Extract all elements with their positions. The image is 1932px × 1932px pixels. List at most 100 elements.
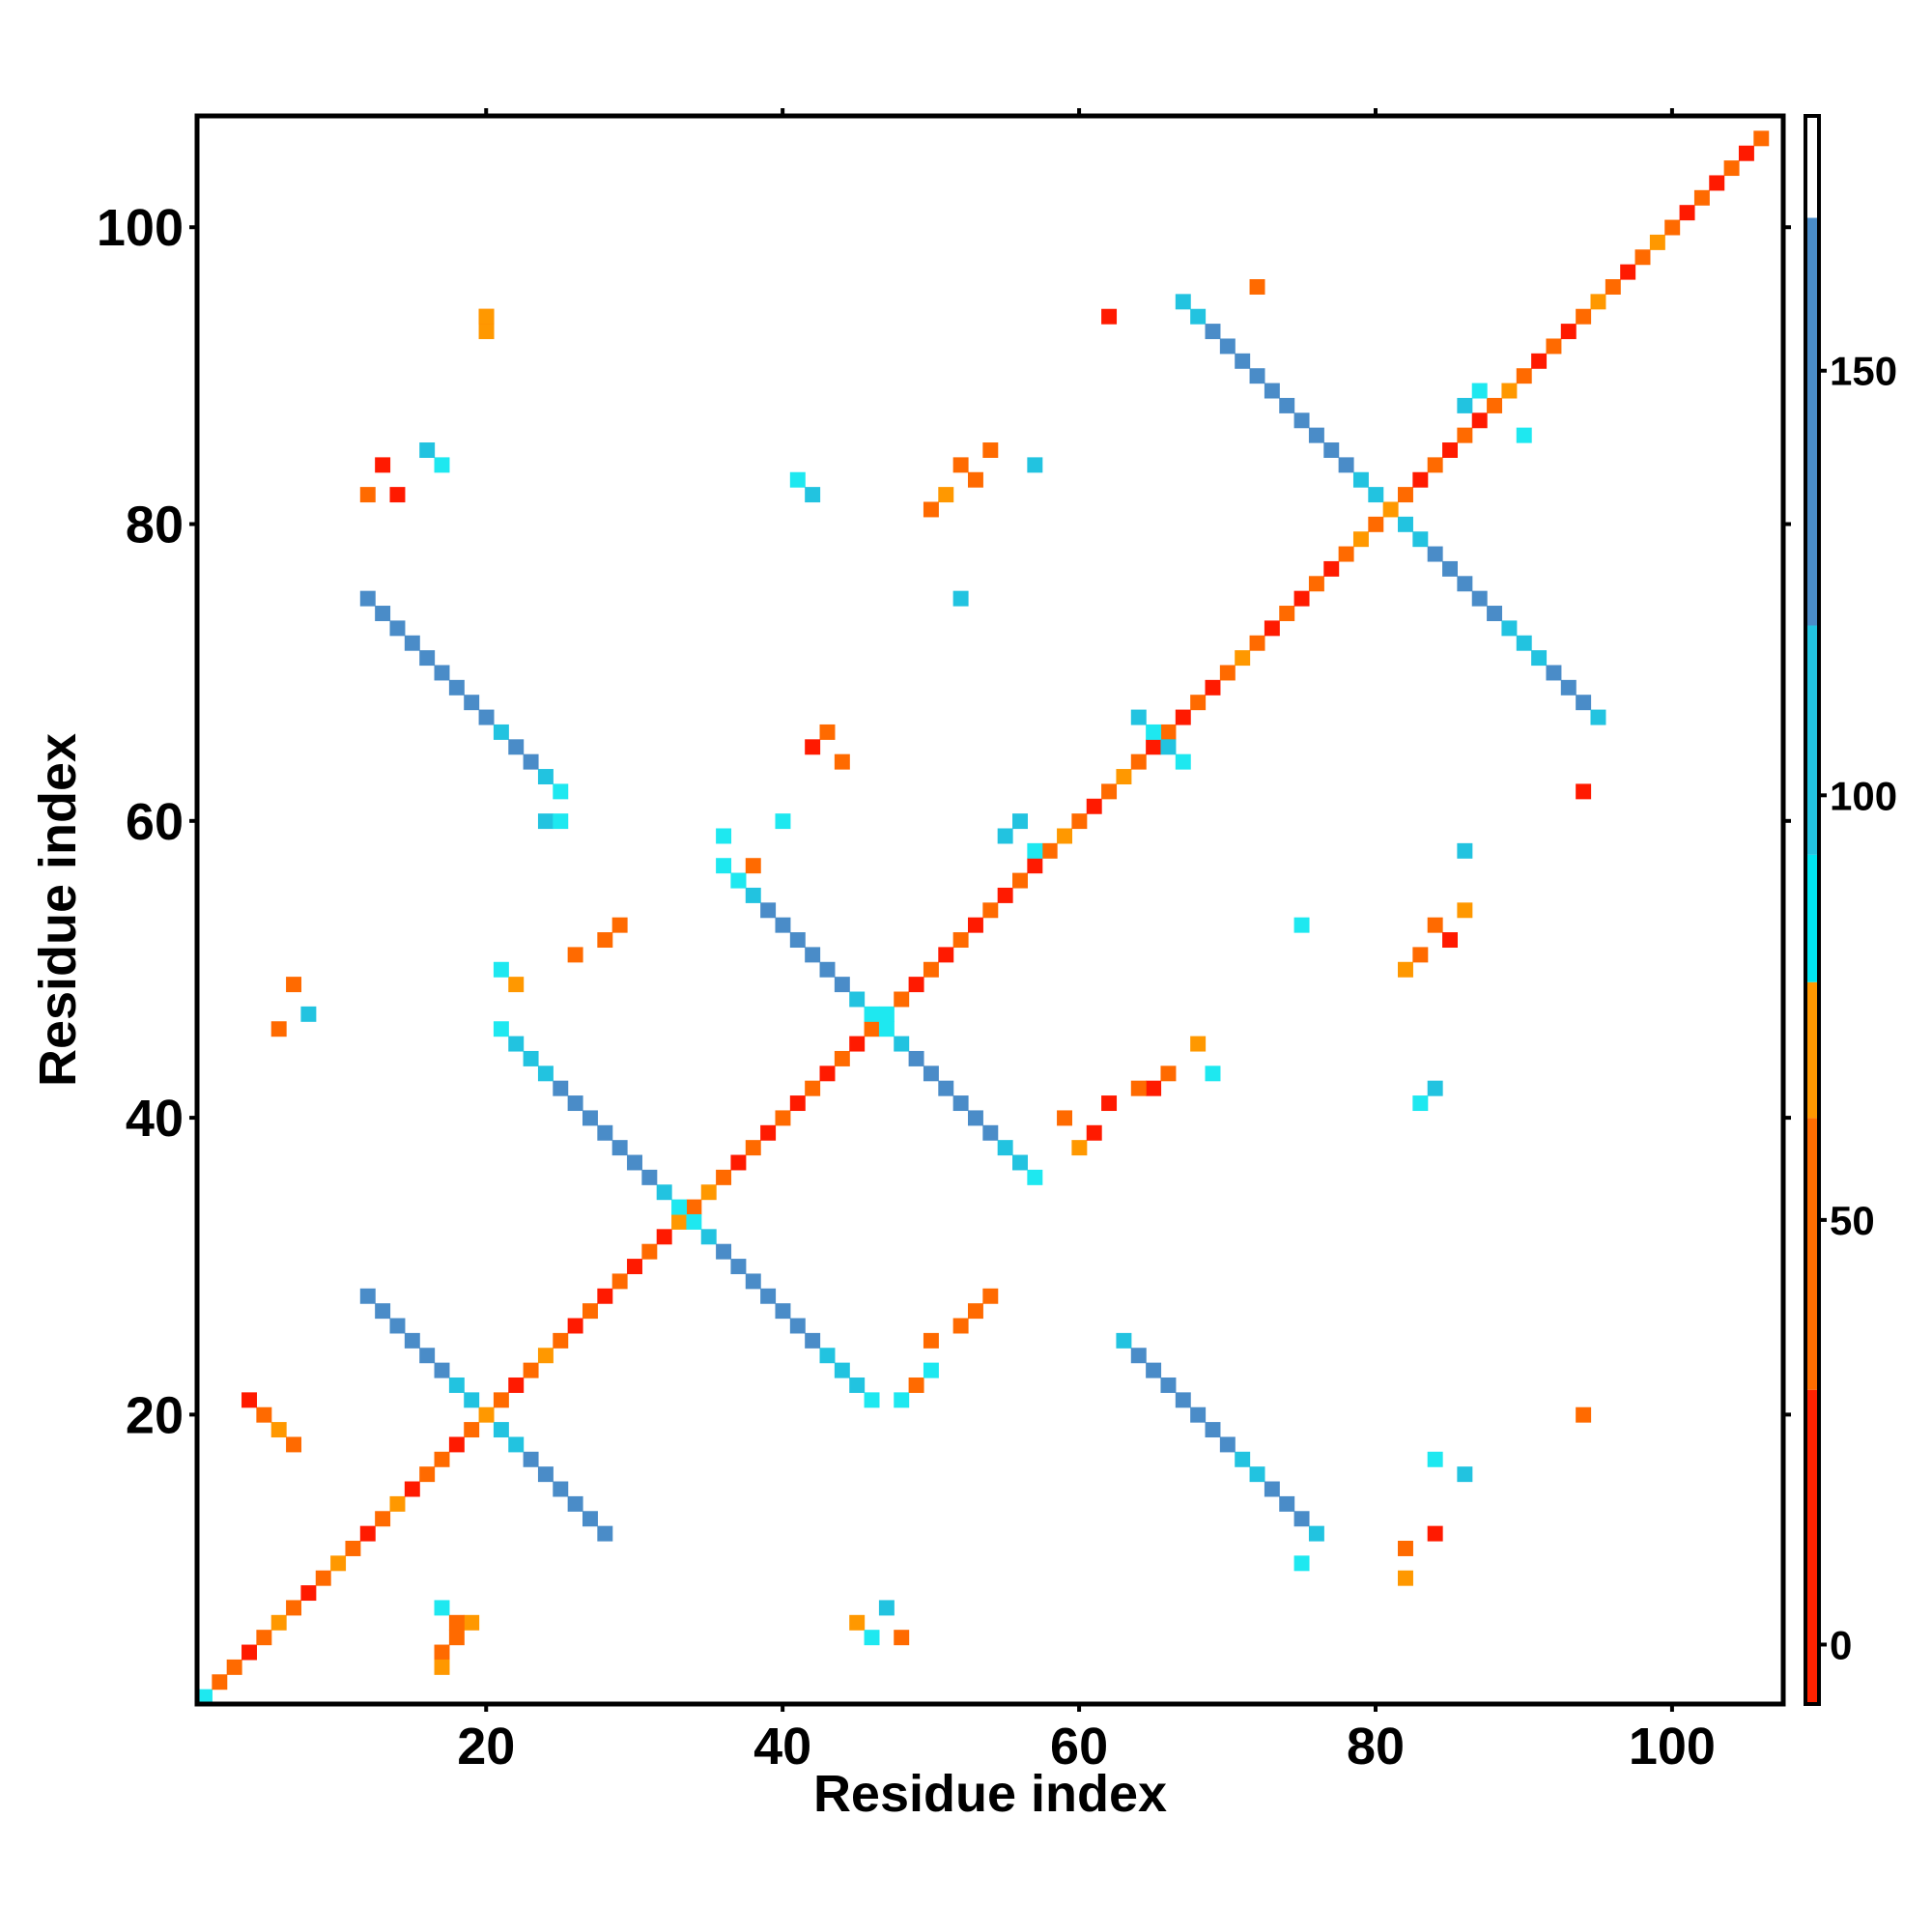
heatmap-cell <box>1308 576 1324 592</box>
heatmap-cell <box>553 783 569 800</box>
colorbar-tick-label: 150 <box>1830 349 1897 394</box>
heatmap-cell <box>1352 471 1369 488</box>
heatmap-cell <box>553 1080 569 1096</box>
heatmap-cell <box>716 858 732 874</box>
heatmap-cell <box>300 1585 317 1602</box>
heatmap-cell <box>1753 130 1770 147</box>
heatmap-cell <box>286 1600 302 1616</box>
heatmap-cell <box>997 1140 1013 1156</box>
heatmap-cell <box>1634 249 1651 266</box>
heatmap-cell <box>1160 1377 1177 1393</box>
heatmap-cell <box>1205 679 1221 696</box>
heatmap-cell <box>1398 961 1413 978</box>
heatmap-cell <box>952 1095 969 1112</box>
heatmap-cell <box>982 442 999 458</box>
heatmap-cell <box>404 1481 420 1497</box>
heatmap-cell <box>894 1630 910 1646</box>
heatmap-cell <box>1130 709 1147 725</box>
colorbar-tick-label: 0 <box>1830 1622 1852 1667</box>
heatmap-cell <box>923 1362 939 1378</box>
heatmap-cell <box>745 887 761 903</box>
heatmap-cell <box>730 872 747 889</box>
heatmap-cell <box>389 620 406 637</box>
colorbar-segment <box>1807 625 1817 855</box>
heatmap-cell <box>1086 798 1102 814</box>
heatmap-cell <box>375 1511 391 1527</box>
heatmap-cell <box>789 471 806 488</box>
heatmap-cell <box>582 1511 598 1527</box>
heatmap-cell <box>1723 160 1740 177</box>
heatmap-cell <box>1190 308 1207 325</box>
heatmap-cell <box>1457 842 1473 859</box>
heatmap-cell <box>1487 397 1503 413</box>
heatmap-cell <box>1487 606 1503 621</box>
heatmap-cell <box>894 991 910 1008</box>
heatmap-cell <box>1471 590 1488 607</box>
heatmap-cell <box>1027 1169 1043 1185</box>
heatmap-cell <box>1293 412 1310 429</box>
heatmap-cell <box>834 1362 850 1378</box>
heatmap-cell <box>553 1481 569 1497</box>
heatmap-cell <box>567 1095 583 1112</box>
heatmap-cell <box>1293 1511 1310 1527</box>
heatmap-cell <box>1160 724 1177 740</box>
heatmap-cell <box>686 1213 702 1230</box>
heatmap-cell <box>1693 189 1710 206</box>
heatmap-cell <box>242 1392 257 1408</box>
heatmap-cell <box>1146 1362 1162 1378</box>
heatmap-cell <box>508 1436 525 1453</box>
heatmap-cell <box>1012 872 1028 889</box>
heatmap-cell <box>1382 501 1399 518</box>
heatmap-cell <box>478 1406 495 1423</box>
x-tick-label: 60 <box>1050 1718 1108 1776</box>
heatmap-cell <box>908 977 924 993</box>
heatmap-cell <box>775 1303 791 1320</box>
heatmap-cell <box>1308 427 1324 443</box>
heatmap-cell <box>716 828 732 844</box>
heatmap-cell <box>1412 947 1429 963</box>
heatmap-cell <box>864 1630 880 1646</box>
heatmap-cell <box>1235 650 1251 667</box>
heatmap-cell <box>1649 234 1665 250</box>
heatmap-cell <box>1664 219 1681 236</box>
heatmap-cell <box>523 753 539 770</box>
heatmap-cell <box>1205 1422 1221 1438</box>
heatmap-cell <box>1398 1540 1413 1556</box>
heatmap-cell <box>1457 902 1473 919</box>
heatmap-cell <box>270 1021 287 1037</box>
x-tick-label: 80 <box>1347 1718 1405 1776</box>
heatmap-cell <box>582 1303 598 1320</box>
heatmap-cell <box>805 1332 821 1349</box>
heatmap-cell <box>1057 1110 1073 1126</box>
heatmap-cell <box>464 695 480 711</box>
heatmap-cell <box>819 724 836 740</box>
heatmap-cell <box>1279 606 1295 621</box>
heatmap-cell <box>1368 487 1384 503</box>
heatmap-cell <box>493 724 509 740</box>
heatmap-cell <box>1427 546 1443 562</box>
heatmap-cell <box>1471 383 1488 399</box>
heatmap-cell <box>1457 576 1473 592</box>
heatmap-cell <box>1427 917 1443 933</box>
heatmap-cell <box>834 977 850 993</box>
heatmap-cell <box>1398 487 1413 503</box>
heatmap-cell <box>1205 324 1221 340</box>
heatmap-cell <box>1175 1392 1191 1408</box>
y-axis-title: Residue index <box>29 733 87 1087</box>
heatmap-cell <box>1560 324 1577 340</box>
heatmap-cell <box>508 739 525 755</box>
heatmap-cell <box>1116 769 1132 784</box>
heatmap-cell <box>1071 1140 1088 1156</box>
heatmap-cell <box>1279 397 1295 413</box>
heatmap-cell <box>760 902 777 919</box>
heatmap-cell <box>700 1184 717 1201</box>
heatmap-cell <box>448 1436 465 1453</box>
heatmap-cell <box>1308 1525 1324 1542</box>
heatmap-cell <box>1101 1095 1118 1112</box>
heatmap-cell <box>1457 1466 1473 1483</box>
heatmap-cell <box>1249 368 1265 384</box>
heatmap-cell <box>419 1466 436 1483</box>
heatmap-cell <box>419 1348 436 1364</box>
heatmap-cell <box>1235 353 1251 369</box>
